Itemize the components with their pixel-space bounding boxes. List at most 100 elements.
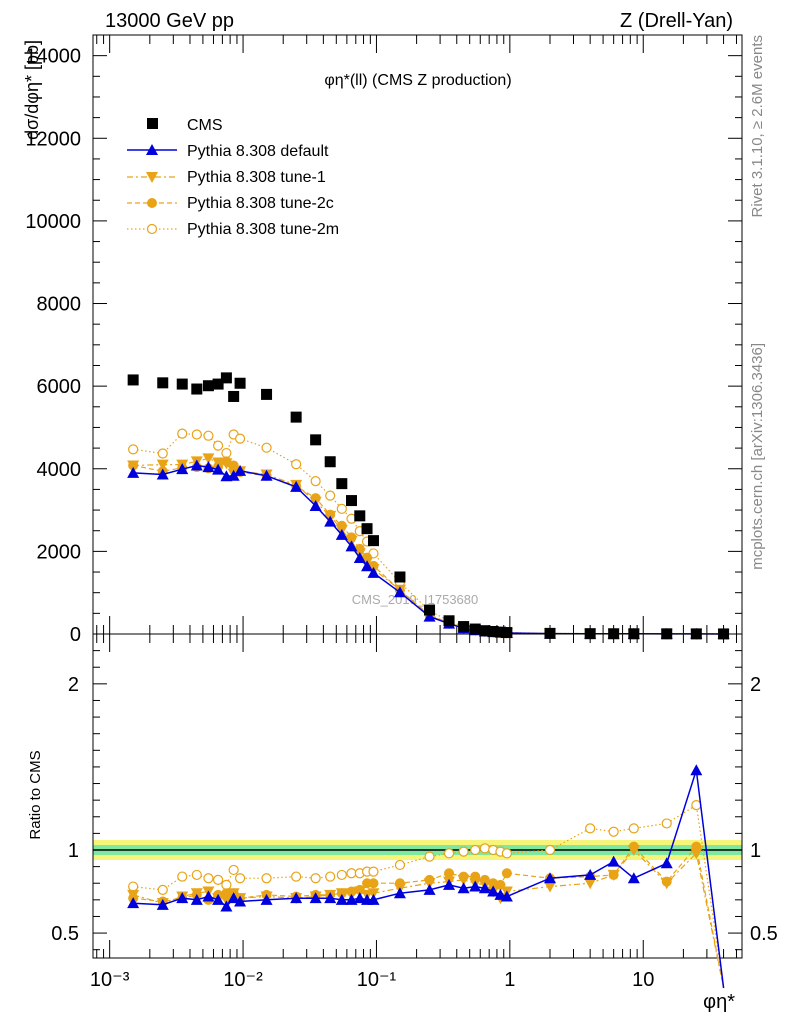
ratio-point-pythia-8-308-default (220, 900, 233, 912)
ratio-point-pythia-8-308-tune-1 (584, 878, 597, 890)
ratio-y-tick-label-right: 0.5 (750, 923, 778, 945)
ratio-point-pythia-8-308-tune-1 (367, 888, 380, 900)
ratio-point-pythia-8-308-tune-2m (128, 881, 139, 892)
ratio-point-pythia-8-308-default (478, 882, 491, 894)
main-point-pythia-8-308-default (212, 463, 225, 475)
legend-entry-tune-1: Pythia 8.308 tune-1 (127, 169, 326, 186)
ratio-point-pythia-8-308-default (660, 857, 673, 869)
ratio-point-pythia-8-308-default (212, 893, 225, 905)
legend-marker-default (146, 144, 158, 155)
ratio-point-pythia-8-308-default (457, 882, 470, 894)
ratio-point-pythia-8-308-tune-2m (157, 884, 168, 895)
ratio-point-pythia-8-308-tune-2m (424, 851, 435, 862)
x-tick-label: 10⁻¹ (357, 969, 397, 991)
ratio-point-pythia-8-308-default (234, 895, 247, 907)
main-point-pythia-8-308-default (335, 528, 348, 540)
y-axis-label-main: dσ/dφη* [pb] (22, 40, 42, 140)
ratio-line-pythia-8-308-tune-2c (133, 845, 725, 989)
main-point-cms (469, 623, 481, 635)
main-point-cms (394, 571, 406, 583)
ratio-y-tick-label: 2 (68, 674, 79, 696)
main-point-cms (220, 372, 232, 384)
rivet-version-label: Rivet 3.1.10, ≥ 2.6M events (749, 35, 766, 218)
ratio-point-pythia-8-308-default (443, 878, 456, 890)
ratio-point-pythia-8-308-tune-1 (690, 848, 703, 860)
main-point-cms (176, 378, 188, 390)
main-y-tick-label: 12000 (25, 128, 81, 150)
x-tick-label: 10⁻² (223, 969, 263, 991)
main-point-pythia-8-308-tune-2m (203, 430, 214, 441)
main-point-cms (487, 626, 499, 638)
ratio-point-pythia-8-308-default (607, 855, 620, 867)
ratio-point-pythia-8-308-tune-1 (335, 888, 348, 900)
main-point-cms (261, 388, 273, 400)
ratio-y-tick-label: 0.5 (51, 923, 79, 945)
ratio-y-tick-label: 1 (68, 840, 79, 862)
legend-label-tune-1: Pythia 8.308 tune-1 (187, 169, 326, 186)
ratio-point-pythia-8-308-tune-2m (234, 873, 246, 884)
ratio-point-pythia-8-308-tune-2m (291, 871, 302, 882)
ratio-point-pythia-8-308-tune-2m (213, 874, 224, 886)
main-point-cms (443, 615, 455, 627)
main-point-cms (501, 627, 513, 639)
ratio-point-pythia-8-308-tune-2m (608, 826, 619, 837)
ratio-point-pythia-8-308-tune-2m (585, 823, 596, 834)
main-point-pythia-8-308-default (324, 515, 337, 527)
ratio-point-pythia-8-308-default (690, 764, 703, 776)
main-point-cms (367, 535, 379, 547)
ratio-point-pythia-8-308-default (290, 892, 303, 904)
main-plot-area: 0 2000 4000 6000 8000 10000 12000 14000 (25, 34, 743, 646)
main-point-cms (458, 621, 470, 633)
main-y-tick-label: 2000 (37, 541, 82, 563)
main-point-pythia-8-308-tune-1 (202, 453, 215, 465)
ratio-point-pythia-8-308-default (393, 887, 406, 899)
main-point-pythia-8-308-tune-1 (212, 457, 225, 469)
ratio-point-pythia-8-308-tune-2m (203, 873, 214, 884)
ratio-point-pythia-8-308-default (353, 892, 366, 904)
main-point-pythia-8-308-default (127, 466, 140, 478)
main-y-tick-label: 6000 (37, 376, 82, 398)
ratio-point-pythia-8-308-tune-2m (470, 844, 481, 856)
main-point-cms (310, 434, 322, 446)
ratio-point-pythia-8-308-default (367, 893, 380, 905)
ratio-point-pythia-8-308-tune-2m (458, 846, 469, 857)
x-tick-label: 10 (632, 969, 654, 991)
legend-label-cms: CMS (187, 117, 223, 134)
main-point-pythia-8-308-tune-2m (213, 440, 224, 451)
main-point-pythia-8-308-default (309, 499, 322, 511)
main-point-pythia-8-308-tune-2m (157, 448, 168, 459)
ratio-point-pythia-8-308-default (423, 883, 436, 895)
ratio-frame-border (92, 633, 743, 959)
main-point-pythia-8-308-tune-2m (234, 433, 246, 444)
main-point-pythia-8-308-tune-1 (156, 459, 169, 471)
main-point-cms (157, 377, 169, 389)
main-point-pythia-8-308-tune-2m (221, 447, 232, 459)
main-y-tick-label: 8000 (37, 294, 82, 316)
ratio-point-pythia-8-308-tune-1 (544, 881, 557, 893)
ratio-point-pythia-8-308-default (156, 898, 169, 910)
ratio-point-pythia-8-308-tune-1 (660, 878, 673, 890)
ratio-point-pythia-8-308-default (127, 897, 140, 909)
legend: CMS Pythia 8.308 default Pythia 8.308 tu… (127, 117, 339, 238)
legend-entry-tune-2m: Pythia 8.308 tune-2m (127, 221, 339, 238)
main-point-cms (127, 374, 139, 386)
plot-title: φη*(ll) (CMS Z production) (324, 72, 511, 89)
main-point-pythia-8-308-tune-2m (128, 444, 139, 455)
ratio-point-pythia-8-308-tune-2m (479, 843, 490, 854)
ratio-point-pythia-8-308-tune-2m (261, 873, 272, 884)
ratio-point-pythia-8-308-tune-2m (325, 871, 336, 882)
ratio-point-pythia-8-308-tune-2m (691, 800, 702, 811)
main-point-cms (345, 495, 357, 507)
main-point-pythia-8-308-tune-2m (310, 476, 321, 487)
ratio-point-pythia-8-308-tune-1 (457, 874, 470, 886)
ratio-point-pythia-8-308-tune-1 (607, 869, 620, 881)
main-point-cms (479, 625, 491, 637)
ratio-point-pythia-8-308-tune-2c (501, 868, 512, 879)
ratio-point-pythia-8-308-tune-2m (368, 866, 379, 877)
main-point-cms (228, 390, 240, 402)
main-point-pythia-8-308-tune-2m (325, 490, 336, 501)
main-point-pythia-8-308-tune-2m (261, 442, 272, 453)
main-point-pythia-8-308-default (156, 468, 169, 480)
x-axis-label: φη* (703, 991, 735, 1013)
